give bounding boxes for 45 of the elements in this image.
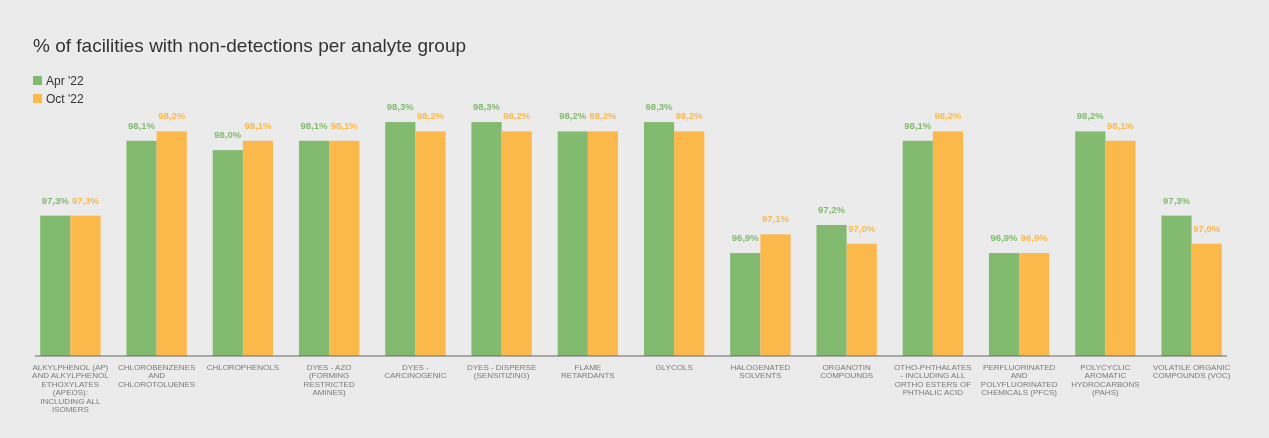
data-label: 98,2% [559, 110, 587, 122]
data-label: 98,1% [1107, 119, 1135, 131]
x-tick-label: OTHO-PHTHALATES - INCLUDING ALL ORTHO ESTERS OF PHTHALIC ACID [894, 363, 972, 398]
data-label: 98,2% [675, 110, 704, 122]
data-label: 97,0% [1193, 222, 1221, 234]
chart-title: % of facilities with non-detections per analyte group [33, 35, 467, 56]
data-label: 98,2% [934, 110, 962, 122]
data-label: 98,3% [386, 101, 415, 113]
data-label: 98,3% [645, 101, 674, 113]
x-tick-label: DYES - DISPERSE (SENSITIZING) [466, 363, 537, 381]
x-tick-label: GLYCOLS [655, 363, 693, 372]
data-label: 96,9% [731, 232, 760, 244]
x-tick-label: ALKYLPHENOL (AP) AND ALKYLPHENOL ETHOXYLATES (APEOS): INCLUDING ALL ISOMERS [32, 363, 110, 414]
data-label: 98,3% [473, 101, 501, 113]
x-tick-label: HALOGENATED SOLVENTS [730, 363, 791, 381]
data-label: 98,1% [330, 119, 359, 131]
data-label: 98,1% [904, 119, 932, 131]
data-label: 97,0% [848, 222, 876, 234]
x-tick-label: CHLOROBENZENES AND CHLOROTOLUENES [117, 363, 196, 389]
x-tick-label: POLYCYCLIC AROMATIC HYDROCARBONS (PAHS) [1071, 363, 1140, 398]
x-tick-label: PERFLUORINATED AND POLYFLUORINATED CHEMICALS (PFCS) [980, 363, 1058, 398]
data-label: 98,2% [158, 110, 186, 122]
data-label: 98,1% [128, 119, 156, 131]
x-tick-label: FLAME RETARDANTS [561, 363, 615, 381]
data-label: 98,2% [503, 110, 531, 122]
x-tick-label: CHLOROPHENOLS [206, 363, 280, 372]
data-label: 98,2% [589, 110, 617, 122]
legend-label: Apr '22 [46, 74, 84, 88]
data-label: 97,3% [71, 194, 100, 206]
data-label: 97,3% [1163, 194, 1191, 206]
data-label: 98,2% [417, 110, 445, 122]
x-tick-label: DYES - AZO (FORMING RESTRICTED AMINES) [303, 363, 355, 398]
data-label: 96,9% [990, 232, 1019, 244]
data-label: 97,2% [818, 204, 846, 215]
data-label: 96,9% [1020, 232, 1049, 244]
data-label: 98,1% [300, 119, 329, 131]
data-label: 98,2% [1076, 110, 1105, 122]
data-label: 97,1% [762, 213, 790, 225]
data-label: 98,0% [214, 129, 242, 141]
data-label: 98,1% [244, 119, 272, 131]
x-tick-label: DYES - CARCINOGENIC [384, 363, 447, 381]
legend-label: Oct '22 [46, 92, 84, 106]
data-label: 97,3% [41, 194, 70, 206]
x-tick-label: ORGANOTIN COMPOUNDS [820, 363, 874, 381]
x-tick-label: VOLATILE ORGANIC COMPOUNDS (VOC) [1152, 363, 1231, 381]
